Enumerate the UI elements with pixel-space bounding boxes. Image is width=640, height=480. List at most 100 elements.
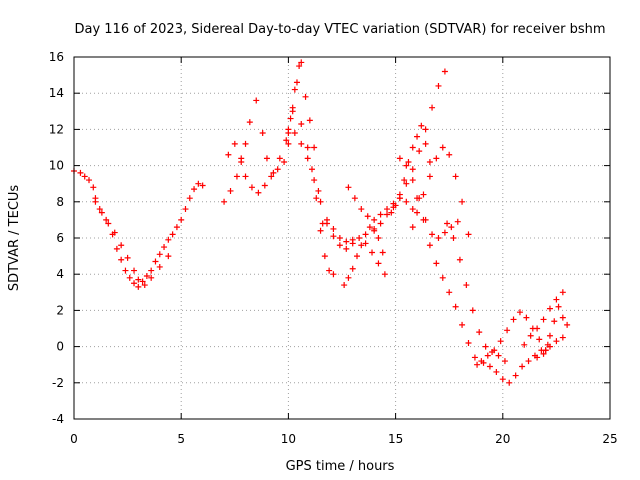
data-point [471,354,478,361]
data-point [182,206,189,213]
data-point [435,235,442,241]
data-point [336,242,343,249]
data-point [403,180,410,187]
data-point [504,327,511,334]
data-point [358,206,365,213]
data-point [521,341,528,348]
data-point [371,216,378,223]
data-point [405,158,412,165]
x-axis-title: GPS time / hours [286,459,395,474]
data-point [426,242,433,249]
data-point [559,314,566,321]
data-point [441,68,448,75]
data-point [152,258,159,265]
data-point [450,235,457,241]
data-point [98,209,105,216]
x-tick-label: 20 [495,432,510,446]
data-point [298,59,305,66]
data-point [92,198,99,205]
data-point [248,184,255,191]
y-tick-label: 10 [49,159,64,173]
data-point [165,236,172,243]
data-point [356,235,363,241]
data-point [242,140,249,147]
data-point [326,267,333,274]
data-point [227,187,234,194]
data-point [191,186,198,193]
data-point [311,144,318,151]
data-point [225,151,232,158]
data-point [384,211,391,218]
data-point [446,151,453,158]
data-point [131,267,138,274]
data-point [403,162,410,169]
data-point [409,144,416,151]
data-point [156,263,163,270]
data-point [298,140,305,147]
data-point [486,363,493,370]
y-tick-label: -4 [52,412,64,426]
data-point [285,126,292,133]
data-point [463,282,470,289]
data-point [330,271,337,278]
data-point [375,235,382,241]
data-point [409,206,416,213]
data-point [452,303,459,310]
data-point [429,104,436,111]
data-point [452,173,459,180]
data-point [291,130,298,137]
data-point [349,265,356,272]
data-point [341,282,348,289]
data-point [414,195,421,202]
data-point [281,158,288,165]
x-tick-label: 25 [602,432,617,446]
data-point [371,227,378,234]
data-point [173,224,180,231]
data-point [343,245,350,252]
data-point [409,166,416,173]
data-point [135,283,142,290]
data-point [349,236,356,243]
data-point [420,216,427,223]
y-axis-title: SDTVAR / TECUs [7,185,22,292]
y-tick-label: 14 [49,86,64,100]
data-point [122,267,129,274]
data-point [396,191,403,198]
data-point [77,169,84,176]
data-point [148,267,155,274]
data-point [465,231,472,238]
data-point [433,260,440,267]
data-point [439,144,446,151]
y-tick-label: 0 [56,340,64,354]
y-tick-label: 8 [56,195,64,209]
data-point [195,180,202,187]
data-point [321,253,328,260]
data-point [304,155,311,162]
data-point [90,184,97,191]
data-point [111,229,118,236]
data-point [379,249,386,256]
data-point [429,231,436,238]
data-point [313,195,320,202]
data-point [298,120,305,127]
data-point [354,253,361,260]
data-point [161,244,168,251]
data-point [418,122,425,129]
data-point [86,177,93,184]
data-point [381,271,388,278]
data-point [141,282,148,289]
data-point [484,352,491,359]
data-point [426,173,433,180]
data-point [345,274,352,281]
data-point [323,216,330,223]
data-point [126,274,133,281]
data-point [336,235,343,241]
data-point [403,198,410,205]
data-point [315,187,322,194]
data-point [564,321,571,328]
data-point [414,209,421,216]
data-point [263,155,270,162]
data-point [131,280,138,287]
data-point [377,220,384,227]
